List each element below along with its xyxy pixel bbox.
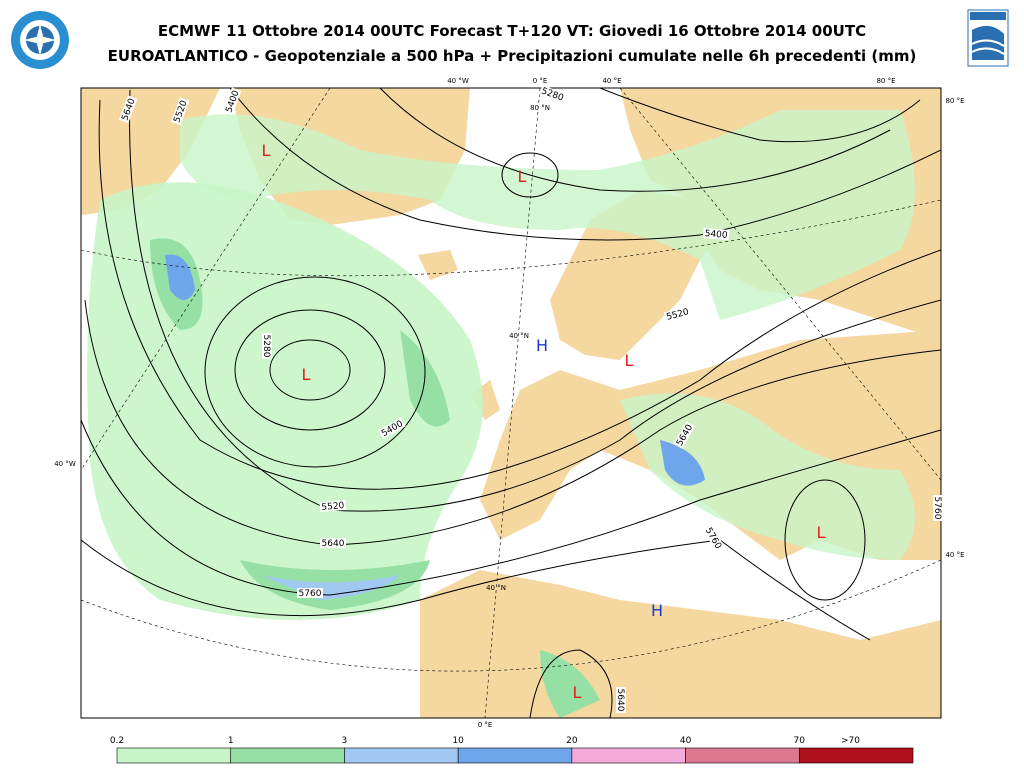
contour-label: 5280 (261, 335, 271, 358)
graticule (81, 88, 941, 718)
legend-label: >70 (841, 736, 860, 746)
pressure-center: L (302, 365, 311, 384)
pressure-center: H (536, 336, 548, 355)
graticule-label: 40 °W (447, 77, 469, 85)
contour-label-bg (616, 687, 626, 713)
pressure-center: L (518, 167, 527, 186)
graticule-label: 40 °E (602, 77, 621, 85)
contour-label-bg (222, 87, 242, 116)
graticule-label: 0 °E (478, 721, 493, 729)
legend-swatch (798, 747, 914, 764)
map (81, 88, 941, 718)
legend-label: 3 (342, 736, 348, 746)
contour-label-bg (118, 95, 138, 124)
contour-label-bg (702, 524, 725, 552)
legend-swatch (344, 747, 459, 764)
graticule-label: 80 °E (945, 97, 964, 105)
contour-label-bg (702, 227, 730, 241)
contour-label: 5400 (704, 229, 728, 241)
contour-label: 5760 (932, 497, 942, 520)
legend-label: 20 (566, 736, 578, 746)
map-frame (80, 87, 942, 719)
contour-label-bg (663, 305, 692, 323)
graticule-label: 40 °N (486, 584, 506, 592)
logo-right (967, 9, 1009, 67)
legend-swatch (230, 747, 345, 764)
contour-label-bg (933, 495, 943, 521)
legend-swatch (685, 747, 800, 764)
pressure-center: L (817, 523, 826, 542)
legend-swatch (457, 747, 573, 764)
contour-label: 5640 (322, 539, 345, 549)
legend-label: 40 (680, 736, 692, 746)
contours (81, 88, 941, 718)
contour-label-bg (538, 84, 567, 104)
graticule-label: 40 °E (945, 551, 964, 559)
contour-label-bg (320, 538, 346, 548)
contour-label: 5760 (299, 589, 322, 599)
legend-label: 70 (794, 736, 806, 746)
contour-label-bg (673, 421, 696, 449)
title-line1: ECMWF 11 Ottobre 2014 00UTC Forecast T+1… (158, 22, 866, 40)
contour-label-bg (170, 97, 190, 126)
logo-left (11, 11, 69, 69)
contour-label-bg (378, 417, 406, 440)
legend-label: 0.2 (110, 736, 124, 746)
graticule-label: 80 °E (876, 77, 895, 85)
contour-label-bg (297, 588, 323, 598)
graticule-label: 80 °N (530, 104, 550, 112)
legend-swatch (116, 747, 232, 764)
pressure-center: L (573, 683, 582, 702)
graticule-label: 40 °N (509, 332, 529, 340)
contour-label: 5640 (615, 689, 625, 712)
legend-label: 1 (228, 736, 234, 746)
contour-label: 5520 (321, 501, 345, 513)
legend-label: 10 (452, 736, 464, 746)
pressure-center: L (262, 141, 271, 160)
pressure-center: H (651, 601, 663, 620)
contour-label-bg (262, 333, 272, 359)
title-line2: EUROATLANTICO - Geopotenziale a 500 hPa … (108, 47, 917, 65)
pressure-center: L (625, 351, 634, 370)
legend-swatch (571, 747, 686, 764)
graticule-label: 0 °E (533, 77, 548, 85)
graticule-label: 40 °W (54, 460, 76, 468)
contour-label-bg (319, 499, 347, 513)
